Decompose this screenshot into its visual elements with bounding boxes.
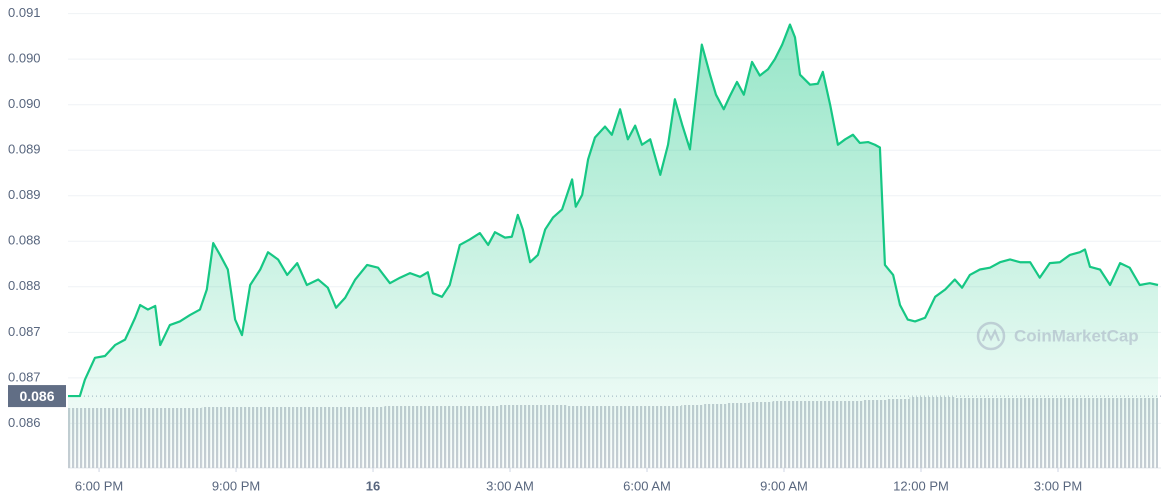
reference-label-box bbox=[8, 385, 66, 408]
label-layer: 0.091 0.090 0.090 0.089 0.089 0.088 0.088 0.087… bbox=[8, 5, 1082, 493]
x-tick-label: 9:00 AM bbox=[760, 478, 808, 493]
y-tick-label: 0.091 bbox=[8, 5, 41, 20]
watermark-logo bbox=[976, 321, 1006, 351]
y-tick-label: 0.090 bbox=[8, 96, 41, 111]
watermark-logo-mark bbox=[981, 328, 1001, 342]
watermark-text: CoinMarketCap bbox=[1014, 326, 1139, 345]
watermark: CoinMarketCap bbox=[976, 321, 1139, 351]
y-tick-label: 0.087 bbox=[8, 369, 41, 384]
y-tick-label: 0.086 bbox=[8, 415, 41, 430]
price-line bbox=[68, 23, 1159, 398]
price-area bbox=[68, 24, 1158, 469]
x-tick-label: 3:00 PM bbox=[1034, 478, 1082, 493]
x-tick-label: 16 bbox=[366, 478, 380, 493]
y-tick-label: 0.088 bbox=[8, 278, 41, 293]
y-tick-label: 0.089 bbox=[8, 187, 41, 202]
x-tick-label: 6:00 AM bbox=[623, 478, 671, 493]
x-tick-label: 3:00 AM bbox=[486, 478, 534, 493]
y-tick-label: 0.089 bbox=[8, 142, 41, 157]
x-tick-label: 12:00 PM bbox=[893, 478, 949, 493]
y-tick-label: 0.087 bbox=[8, 324, 41, 339]
reference-label: 0.086 bbox=[19, 388, 54, 404]
y-tick-label: 0.088 bbox=[8, 233, 41, 248]
x-tick-label: 6:00 PM bbox=[75, 478, 123, 493]
x-tick-label: 9:00 PM bbox=[212, 478, 260, 493]
y-tick-label: 0.090 bbox=[8, 51, 41, 66]
area-layer bbox=[68, 23, 1161, 469]
